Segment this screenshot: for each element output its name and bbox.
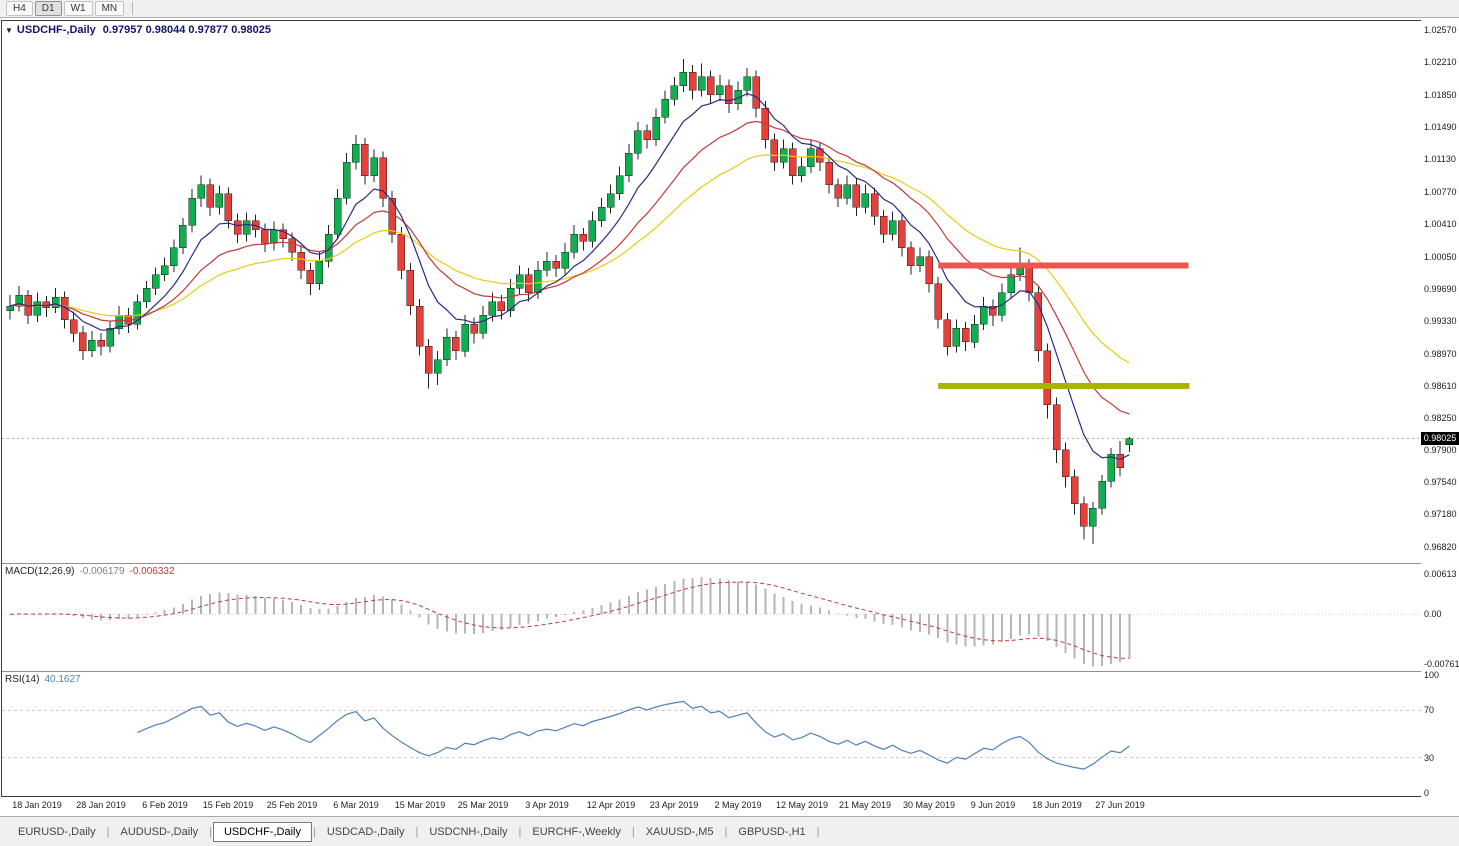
macd-indicator-label: MACD(12,26,9) -0.006179 -0.006332 <box>5 566 180 577</box>
price-axis-label: 0.99690 <box>1424 284 1457 294</box>
panel-separator-rsi[interactable] <box>2 671 1421 672</box>
tab-separator: | <box>816 825 820 838</box>
rsi-axis-label: 30 <box>1424 753 1435 763</box>
resistance-line[interactable] <box>938 262 1189 269</box>
rsi-axis-label: 70 <box>1424 705 1435 715</box>
date-axis-label: 6 Mar 2019 <box>333 800 379 810</box>
price-axis-label: 1.01490 <box>1424 122 1457 132</box>
price-axis-label: 0.98250 <box>1424 413 1457 423</box>
date-axis-label: 6 Feb 2019 <box>142 800 188 810</box>
date-axis-label: 15 Feb 2019 <box>202 800 254 810</box>
rsi-indicator-label: RSI(14) 40.1627 <box>5 674 86 685</box>
candles <box>6 58 1134 545</box>
price-axis-label: 0.97180 <box>1424 509 1457 519</box>
price-axis-label: 1.01130 <box>1424 154 1456 164</box>
macd-histogram <box>18 577 1131 667</box>
date-axis-label: 18 Jan 2019 <box>12 800 62 810</box>
price-axis-label: 0.97540 <box>1424 477 1457 487</box>
macd-axis-label: -0.00761 <box>1424 659 1459 669</box>
date-axis[interactable]: 18 Jan 2019 28 Jan 2019 6 Feb 2019 15 Feb 2… <box>2 797 1421 815</box>
price-axis-label: 1.00410 <box>1424 219 1457 229</box>
tab-separator: | <box>415 825 419 838</box>
date-axis-label: 2 May 2019 <box>714 800 762 810</box>
date-axis-label: 12 Apr 2019 <box>586 800 636 810</box>
date-axis-label: 27 Jun 2019 <box>1095 800 1145 810</box>
macd-name: MACD(12,26,9) <box>5 566 75 577</box>
price-axis-label: 1.01850 <box>1424 90 1457 100</box>
ma-slow-line <box>9 154 1130 364</box>
price-axis-label: 0.98610 <box>1424 381 1457 391</box>
timeframe-toolbar: H4 D1 W1 MN <box>0 0 1459 18</box>
date-axis-label: 30 May 2019 <box>902 800 956 810</box>
panel-separator-macd[interactable] <box>2 563 1421 564</box>
price-axis-label: 1.02210 <box>1424 57 1457 67</box>
chart-title: ▼ USDCHF-,Daily 0.97957 0.98044 0.97877 0.… <box>5 24 278 36</box>
macd-main-value: -0.006179 <box>79 566 125 577</box>
date-axis-label: 28 Jan 2019 <box>76 800 126 810</box>
price-axis-label: 1.00050 <box>1424 252 1457 262</box>
current-price-tag: 0.98025 <box>1421 432 1459 445</box>
rsi-line <box>137 700 1130 770</box>
timeframe-button-w1[interactable]: W1 <box>63 1 93 16</box>
tab-usdchf-daily[interactable]: USDCHF-,Daily <box>212 821 312 842</box>
date-axis-label: 25 Mar 2019 <box>457 800 509 810</box>
price-axis: 1.02570 1.02210 1.01850 1.01490 1.01130 1.007… <box>1421 18 1459 816</box>
chart-tabs-bar: EURUSD-,Daily | AUDUSD-,Daily | USDCHF-,Dail… <box>0 816 1459 846</box>
tab-separator: | <box>631 825 635 838</box>
date-axis-label: 18 Jun 2019 <box>1032 800 1082 810</box>
tab-eurusd-daily[interactable]: EURUSD-,Daily <box>18 825 96 838</box>
timeframe-button-d1[interactable]: D1 <box>34 1 62 16</box>
tab-gbpusd-h1[interactable]: GBPUSD-,H1 <box>738 825 806 838</box>
toolbar-separator <box>132 2 134 15</box>
chart-frame-left <box>1 20 2 797</box>
tab-xauusd-m5[interactable]: XAUUSD-,M5 <box>645 825 714 838</box>
macd-signal-line <box>9 581 1130 659</box>
macd-panel-canvas[interactable] <box>2 564 1421 671</box>
macd-axis-label: 0.00 <box>1424 609 1442 619</box>
rsi-value: 40.1627 <box>44 674 81 685</box>
timeframe-button-h4[interactable]: H4 <box>6 1 33 16</box>
price-chart-canvas[interactable] <box>2 22 1421 563</box>
chart-window: ▼ USDCHF-,Daily 0.97957 0.98044 0.97877 0.… <box>0 18 1459 816</box>
macd-axis-label: 0.00613 <box>1424 569 1457 579</box>
price-axis-label: 0.99330 <box>1424 316 1457 326</box>
price-axis-label: 1.00770 <box>1424 187 1457 197</box>
macd-signal-value: -0.006332 <box>129 566 175 577</box>
date-axis-label: 3 Apr 2019 <box>525 800 569 810</box>
rsi-axis-label: 100 <box>1424 670 1440 680</box>
tab-separator: | <box>209 825 212 838</box>
date-axis-label: 12 May 2019 <box>775 800 829 810</box>
tab-separator: | <box>312 825 316 838</box>
rsi-panel-canvas[interactable] <box>2 672 1421 796</box>
ma-fast-line <box>9 92 1130 461</box>
tab-separator: | <box>106 825 110 838</box>
date-axis-label: 25 Feb 2019 <box>266 800 318 810</box>
chart-dropdown-icon[interactable]: ▼ <box>5 26 13 35</box>
date-axis-label: 21 May 2019 <box>838 800 892 810</box>
ma-mid-line <box>9 120 1130 415</box>
tab-separator: | <box>724 825 728 838</box>
chart-frame-top <box>1 20 1421 21</box>
chart-frame-bottom <box>1 796 1422 797</box>
tab-separator: | <box>518 825 522 838</box>
price-axis-label: 0.97900 <box>1424 445 1457 455</box>
date-axis-label: 9 Jun 2019 <box>970 800 1016 810</box>
chart-symbol-label: USDCHF-,Daily <box>16 24 96 36</box>
date-axis-label: 23 Apr 2019 <box>649 800 699 810</box>
support-line[interactable] <box>938 383 1190 389</box>
timeframe-button-mn[interactable]: MN <box>94 1 125 16</box>
price-axis-label: 0.98970 <box>1424 349 1457 359</box>
tab-audusd-daily[interactable]: AUDUSD-,Daily <box>120 825 199 838</box>
tab-usdcnh-daily[interactable]: USDCNH-,Daily <box>429 825 508 838</box>
tab-eurchf-weekly[interactable]: EURCHF-,Weekly <box>532 825 621 838</box>
chart-ohlc-values: 0.97957 0.98044 0.97877 0.98025 <box>102 24 271 36</box>
rsi-axis-label: 0 <box>1424 788 1430 798</box>
price-axis-label: 1.02570 <box>1424 25 1457 35</box>
price-axis-label: 0.96820 <box>1424 542 1457 552</box>
rsi-name: RSI(14) <box>5 674 40 685</box>
tab-usdcad-daily[interactable]: USDCAD-,Daily <box>326 825 405 838</box>
date-axis-label: 15 Mar 2019 <box>394 800 446 810</box>
